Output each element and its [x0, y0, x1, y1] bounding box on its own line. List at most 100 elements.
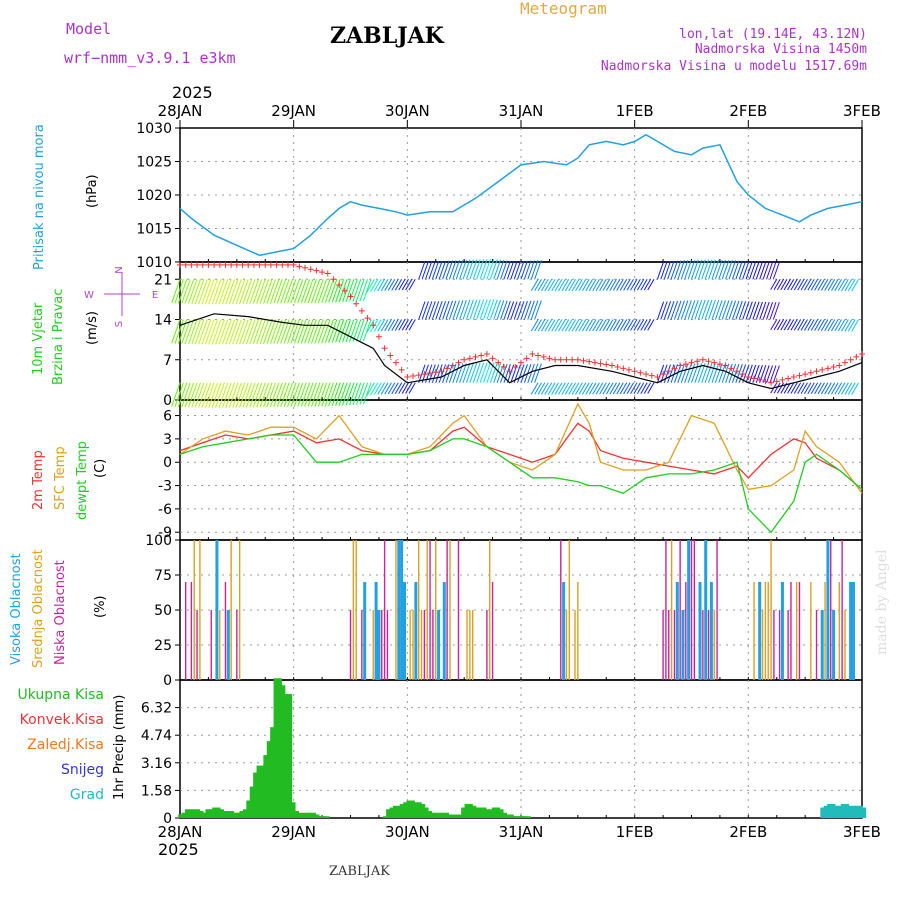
wind-gust-mark — [597, 360, 604, 367]
meteogram-label: Meteogram — [520, 0, 607, 18]
wind-barb — [527, 300, 535, 320]
wind-barb — [752, 301, 760, 320]
wind-gust-mark — [574, 356, 581, 363]
wind-barb — [211, 319, 222, 345]
wind-gust-mark — [824, 365, 831, 372]
wind-barb — [554, 382, 563, 395]
wind-barb — [530, 278, 539, 291]
wind-barb — [377, 382, 386, 395]
wind-barb — [551, 319, 559, 332]
wind-barb — [824, 382, 832, 395]
wind-barb — [770, 278, 778, 290]
wind-barb — [321, 279, 331, 304]
wind-barb — [486, 258, 495, 280]
temp-2m-line — [179, 422, 863, 490]
wind-barb — [814, 319, 822, 331]
date-label-bottom: 30JAN — [385, 823, 430, 841]
wind-barb — [513, 261, 521, 280]
station-title: ZABLJAK — [330, 23, 445, 49]
wind-barb — [269, 382, 280, 408]
date-label-bottom: 28JAN — [158, 823, 203, 841]
wind-barb — [616, 319, 624, 331]
wind-barb — [239, 319, 249, 345]
wind-barb — [851, 278, 860, 292]
wind-barb — [472, 362, 481, 383]
wind-barb — [335, 279, 345, 303]
wind-barb — [745, 364, 753, 383]
y-tick-label: 0 — [163, 393, 172, 409]
cloud-unit: (%) — [93, 596, 108, 619]
wind-barb — [391, 382, 399, 395]
wind-barb — [780, 319, 788, 331]
date-label-bottom: 29JAN — [271, 823, 316, 841]
wind-barb — [711, 259, 720, 280]
wind-barb — [194, 279, 205, 305]
wind-barb — [847, 319, 856, 332]
coordinates: lon,lat (19.14E, 43.12N) — [679, 27, 867, 42]
wind-barb — [851, 319, 860, 332]
wind-barb — [755, 301, 763, 320]
wind-barb — [762, 365, 770, 383]
y-tick-label: 25 — [154, 638, 172, 654]
wind-gust-mark — [392, 359, 399, 366]
wind-barb — [626, 319, 634, 331]
wind-barb — [387, 278, 396, 291]
wind-gust-mark — [671, 365, 678, 372]
wind-barb — [541, 319, 549, 332]
wind-barb — [489, 259, 498, 280]
wind-barb — [211, 382, 222, 408]
wind-barb — [810, 382, 819, 395]
wind-barb — [547, 382, 556, 395]
wind-gust-mark — [751, 375, 758, 382]
wind-barb — [486, 299, 495, 320]
wind-barb — [177, 382, 188, 407]
wind-barb — [718, 363, 726, 383]
wind-barb — [537, 382, 546, 395]
wind-gust-mark — [665, 368, 672, 375]
model-altitude: Nadmorska Visina u modelu 1517.69m — [601, 59, 867, 74]
wind-barb — [605, 278, 614, 291]
wind-barb — [769, 302, 777, 320]
wind-barb — [356, 279, 365, 302]
wind-barb — [599, 319, 607, 332]
wind-gust-mark — [591, 359, 598, 366]
wind-barb — [738, 301, 747, 320]
compass-w-label: W — [84, 290, 94, 301]
wind-gust-mark — [796, 372, 803, 379]
wind-barb — [636, 319, 645, 331]
wind-barb — [370, 278, 379, 292]
wind-barb — [431, 260, 440, 280]
date-label-bottom: 2FEB — [729, 823, 767, 841]
wind-barb — [269, 319, 280, 344]
wind-gust-mark — [779, 376, 786, 383]
wind-barb — [503, 300, 511, 320]
wind-barb — [269, 279, 280, 304]
wind-barb — [245, 279, 256, 304]
wind-gust-mark — [608, 362, 615, 369]
wind-barb — [534, 363, 542, 383]
wind-gust-mark — [250, 261, 257, 268]
wind-barb — [235, 382, 246, 408]
wind-gust-mark — [699, 356, 706, 363]
wind-gust-mark — [625, 366, 632, 373]
wind-gust-mark — [518, 359, 524, 366]
wind-barb — [742, 364, 750, 383]
wind-barb — [684, 259, 692, 280]
wind-barb — [201, 279, 212, 305]
y-tick-label: 3.16 — [141, 756, 172, 772]
wind-barb — [218, 319, 229, 345]
wind-barb — [421, 261, 429, 280]
wind-barb — [418, 301, 426, 320]
wind-barb — [588, 382, 597, 395]
wind-barb — [820, 319, 829, 331]
wind-barb — [561, 382, 570, 395]
wind-barb — [807, 278, 815, 291]
watermark: made by Angel — [874, 549, 890, 655]
wind-gust-mark — [841, 359, 848, 366]
pressure-unit: (hPa) — [85, 174, 100, 208]
wind-barb — [636, 382, 645, 394]
precip-bar — [857, 807, 867, 818]
wind-barb — [663, 364, 672, 383]
wind-barb — [647, 319, 655, 331]
wind-barb — [452, 300, 460, 320]
